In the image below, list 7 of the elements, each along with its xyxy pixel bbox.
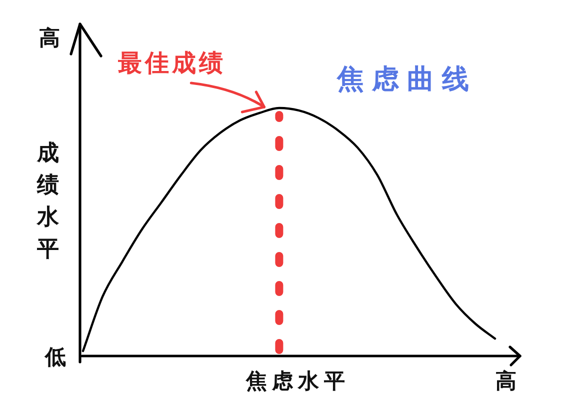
text: 高 <box>496 369 516 393</box>
text: 高 <box>39 26 60 50</box>
text: 低 <box>44 345 66 369</box>
chart-title: 焦虑曲线 <box>336 64 477 95</box>
x-axis-title: 焦虑水平 <box>245 369 350 393</box>
y-axis-title: 成绩水平 <box>36 141 60 262</box>
text: 最佳成绩 <box>117 49 226 77</box>
